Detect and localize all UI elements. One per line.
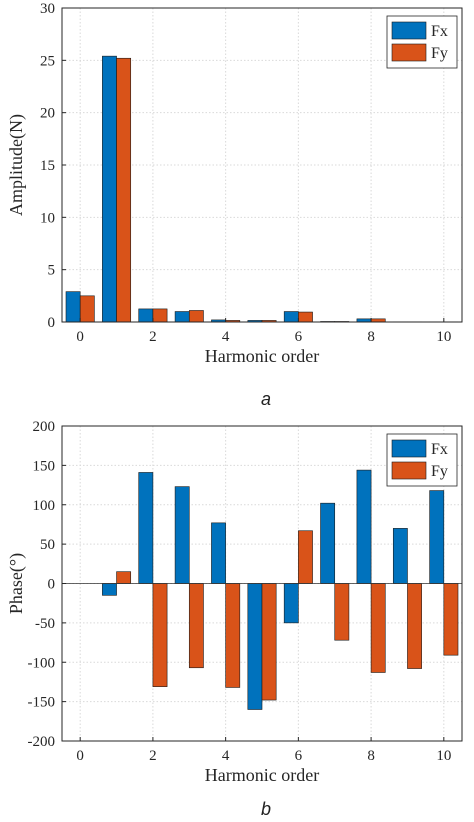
amplitude-x-tick-label-2: 2 bbox=[149, 329, 157, 345]
phase-bar-fy-1 bbox=[116, 571, 132, 584]
phase-x-tick-label-4: 4 bbox=[222, 748, 230, 764]
phase-bar-fy-5 bbox=[261, 583, 277, 701]
phase-bar-fx-7 bbox=[320, 502, 336, 584]
amplitude-bar-fx-3 bbox=[174, 311, 190, 323]
phase-y-tick-label--50: -50 bbox=[35, 616, 55, 632]
amplitude-bar-fy-2 bbox=[152, 308, 168, 323]
amplitude-ticks: 0 2 4 6 8 10 0 5 10 15 20 25 30 bbox=[40, 1, 451, 345]
phase-y-tick-label--100: -100 bbox=[28, 655, 56, 671]
phase-x-tick-label-2: 2 bbox=[149, 748, 157, 764]
phase-x-tick-label-10: 10 bbox=[436, 748, 451, 764]
phase-y-tick-label--150: -150 bbox=[28, 695, 56, 711]
phase-y-axis-label: Phase(°) bbox=[6, 553, 27, 614]
phase-bar-fx-4 bbox=[211, 522, 226, 584]
phase-legend: Fx Fy bbox=[386, 433, 458, 487]
phase-bar-fx-6 bbox=[283, 583, 299, 624]
amplitude-y-tick-label-10: 10 bbox=[40, 210, 55, 226]
phase-x-tick-label-0: 0 bbox=[76, 748, 84, 764]
amplitude-chart: 0 2 4 6 8 10 0 5 10 15 20 25 30 Harmonic order Ampli… bbox=[6, 1, 463, 409]
phase-legend-fx-label: Fx bbox=[431, 441, 448, 458]
phase-y-tick-label-150: 150 bbox=[33, 458, 56, 474]
phase-legend-fy-swatch bbox=[391, 461, 427, 480]
amplitude-y-tick-label-30: 30 bbox=[40, 1, 55, 17]
amplitude-legend-fx-label: Fx bbox=[431, 23, 448, 40]
amplitude-legend-fy-label: Fy bbox=[431, 45, 448, 62]
phase-bar-fy-6 bbox=[298, 530, 313, 584]
amplitude-y-tick-label-0: 0 bbox=[48, 315, 56, 331]
amplitude-bar-fy-3 bbox=[188, 310, 204, 323]
phase-bar-fy-9 bbox=[407, 583, 422, 669]
phase-bar-fx-8 bbox=[356, 469, 372, 584]
phase-y-tick-label-50: 50 bbox=[40, 537, 55, 553]
phase-y-tick-label-0: 0 bbox=[48, 577, 56, 593]
phase-bar-fx-9 bbox=[392, 528, 408, 584]
phase-caption: b bbox=[261, 799, 271, 819]
amplitude-legend-fx-swatch bbox=[391, 21, 427, 40]
phase-y-tick-label--200: -200 bbox=[28, 734, 56, 750]
phase-bar-fx-10 bbox=[429, 490, 445, 584]
phase-bar-fx-2 bbox=[138, 472, 154, 584]
phase-y-tick-label-100: 100 bbox=[33, 498, 56, 514]
phase-bar-fx-5 bbox=[247, 583, 263, 710]
amplitude-x-tick-label-0: 0 bbox=[76, 329, 84, 345]
phase-bar-fy-2 bbox=[152, 583, 168, 687]
amplitude-y-tick-label-25: 25 bbox=[40, 53, 55, 69]
amplitude-bar-fx-2 bbox=[138, 308, 154, 323]
amplitude-caption: a bbox=[261, 389, 271, 409]
amplitude-x-tick-label-4: 4 bbox=[222, 329, 230, 345]
amplitude-legend: Fx Fy bbox=[386, 15, 458, 69]
amplitude-bar-fy-6 bbox=[298, 311, 313, 323]
amplitude-y-tick-label-20: 20 bbox=[40, 106, 55, 122]
amplitude-y-tick-label-5: 5 bbox=[48, 263, 56, 279]
amplitude-bar-fy-0 bbox=[79, 295, 95, 323]
amplitude-x-axis-label: Harmonic order bbox=[205, 346, 319, 366]
phase-bar-fy-4 bbox=[225, 583, 241, 688]
amplitude-bars bbox=[65, 55, 459, 323]
amplitude-y-axis-label: Amplitude(N) bbox=[6, 114, 27, 216]
phase-legend-fx-swatch bbox=[391, 439, 427, 458]
phase-y-tick-label-200: 200 bbox=[33, 419, 56, 435]
phase-bar-fy-7 bbox=[334, 583, 350, 641]
amplitude-x-tick-label-8: 8 bbox=[367, 329, 375, 345]
phase-x-tick-label-6: 6 bbox=[295, 748, 303, 764]
phase-legend-fy-label: Fy bbox=[431, 463, 448, 480]
phase-bar-fy-8 bbox=[370, 583, 386, 673]
amplitude-x-tick-label-6: 6 bbox=[295, 329, 303, 345]
phase-bar-fx-3 bbox=[174, 486, 190, 584]
phase-x-tick-label-8: 8 bbox=[367, 748, 375, 764]
amplitude-bar-fx-6 bbox=[283, 311, 299, 323]
amplitude-bar-fy-1 bbox=[116, 57, 132, 323]
phase-chart: 0 2 4 6 8 10 -200 -150 -100 -50 0 50 100 150 200 Harmo… bbox=[6, 419, 463, 819]
amplitude-bar-fx-0 bbox=[65, 291, 81, 323]
phase-x-axis-label: Harmonic order bbox=[205, 765, 319, 785]
amplitude-x-tick-label-10: 10 bbox=[436, 329, 451, 345]
phase-ticks: 0 2 4 6 8 10 -200 -150 -100 -50 0 50 100 150 200 bbox=[28, 419, 452, 764]
phase-bar-fy-10 bbox=[443, 583, 459, 656]
amplitude-bar-fx-1 bbox=[102, 55, 117, 323]
phase-bar-fx-1 bbox=[102, 583, 117, 596]
amplitude-y-tick-label-15: 15 bbox=[40, 158, 55, 174]
phase-bar-fy-3 bbox=[188, 583, 204, 669]
amplitude-legend-fy-swatch bbox=[391, 43, 427, 62]
